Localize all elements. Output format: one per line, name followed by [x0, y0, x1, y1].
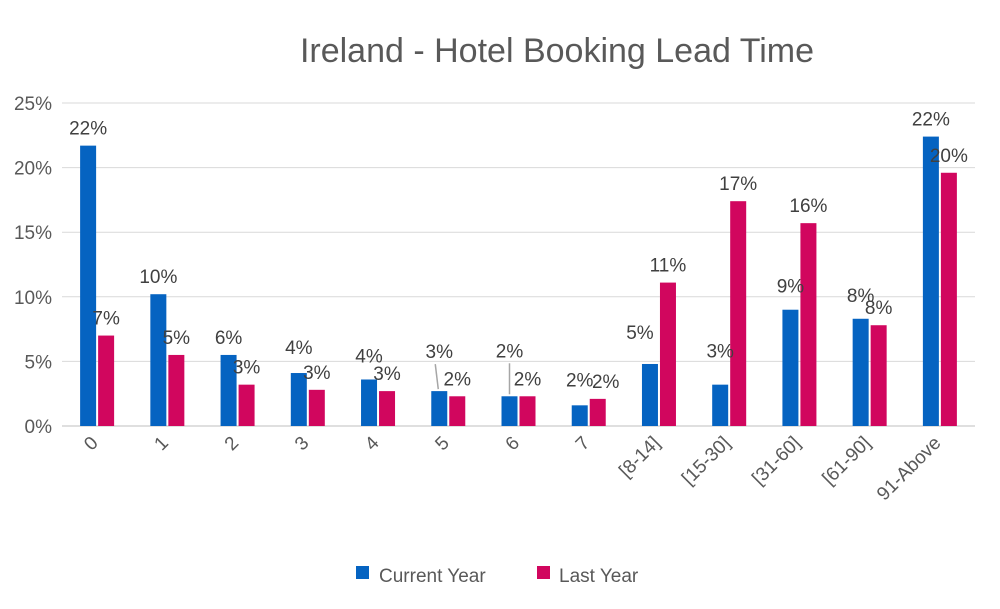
x-tick-label: 1: [151, 433, 173, 455]
bar-current-year: [922, 136, 939, 427]
x-tick-label: [31-60]: [748, 433, 805, 490]
x-tick-label: 0: [80, 433, 102, 455]
data-label-last-year: 3%: [303, 363, 331, 384]
label-leader-lines: [434, 363, 511, 395]
y-tick-label: 20%: [14, 159, 52, 180]
data-label-last-year: 3%: [233, 358, 261, 379]
data-label-current-year: 10%: [139, 267, 177, 288]
bar-last-year: [730, 201, 747, 426]
data-label-current-year: 6%: [215, 328, 243, 349]
bar-current-year: [852, 318, 869, 426]
label-leader-line: [434, 364, 440, 390]
bar-current-year: [431, 391, 448, 426]
bar-last-year: [870, 325, 887, 426]
data-label-last-year: 2%: [592, 372, 620, 393]
legend: Current Year Last Year: [356, 566, 639, 587]
bar-current-year: [361, 379, 378, 426]
x-tick-label: 4: [361, 432, 384, 455]
data-labels: 22%10%6% 4% 4% 3% 2%2%5%3%9% 8%22%7%5%3% 3% 3% 2…: [69, 110, 968, 393]
data-label-last-year: 7%: [92, 309, 120, 330]
bar-current-year: [220, 354, 237, 426]
bar-last-year: [519, 396, 536, 426]
data-label-current-year: 22%: [69, 119, 107, 140]
data-label-last-year: 11%: [650, 256, 687, 277]
x-tick-label: 6: [502, 433, 524, 455]
bar-last-year: [238, 384, 255, 426]
y-axis-ticks: 0% 5% 10% 15% 20% 25%: [14, 94, 52, 438]
data-label-current-year: 8%: [847, 286, 875, 307]
data-label-last-year: 2%: [514, 369, 542, 390]
x-tick-label: 2: [221, 433, 243, 455]
bar-current-year: [80, 145, 97, 427]
data-label-last-year: 3%: [373, 364, 401, 385]
data-label-last-year: 8%: [865, 298, 893, 319]
data-label-current-year: 22%: [912, 110, 950, 131]
chart-title: Ireland - Hotel Booking Lead Time: [300, 32, 814, 70]
y-tick-label: 0%: [25, 417, 53, 438]
bars: [80, 136, 957, 427]
x-tick-label: 3: [291, 433, 313, 455]
x-tick-label: [8-14]: [615, 433, 664, 482]
data-label-current-year: 9%: [777, 277, 805, 298]
data-label-last-year: 16%: [789, 196, 827, 217]
legend-label-last-year: Last Year: [559, 566, 639, 587]
bar-current-year: [290, 373, 307, 426]
data-label-current-year: 2%: [566, 370, 594, 391]
data-label-last-year: 20%: [930, 146, 968, 167]
data-label-current-year: 3%: [706, 342, 734, 363]
bar-last-year: [379, 391, 396, 426]
y-tick-label: 5%: [25, 352, 53, 373]
bar-current-year: [501, 396, 518, 426]
legend-swatch-last-year: [537, 566, 550, 579]
bar-current-year: [150, 294, 167, 426]
bar-last-year: [659, 282, 676, 426]
bar-current-year: [782, 309, 799, 426]
x-tick-label: [15-30]: [678, 433, 735, 490]
data-label-current-year: 3%: [426, 342, 454, 363]
legend-swatch-current-year: [356, 566, 369, 579]
bar-last-year: [308, 389, 325, 426]
y-tick-label: 10%: [14, 288, 52, 309]
bar-current-year: [641, 363, 658, 426]
legend-label-current-year: Current Year: [379, 566, 486, 587]
data-label-last-year: 17%: [719, 174, 757, 195]
y-tick-label: 25%: [14, 94, 52, 115]
bar-last-year: [940, 172, 957, 426]
x-tick-label: 91-Above: [873, 433, 945, 505]
data-label-current-year: 5%: [626, 323, 654, 344]
bar-last-year: [168, 354, 185, 426]
data-label-current-year: 4%: [355, 346, 383, 367]
x-tick-label: [61-90]: [819, 433, 876, 490]
data-label-last-year: 2%: [444, 369, 472, 390]
bar-last-year: [800, 223, 817, 426]
y-tick-label: 15%: [14, 223, 52, 244]
x-tick-label: 7: [572, 433, 594, 455]
data-label-last-year: 5%: [163, 328, 191, 349]
bar-last-year: [589, 398, 606, 426]
x-tick-label: 5: [431, 433, 453, 455]
bar-current-year: [571, 405, 588, 426]
bar-current-year: [712, 384, 729, 426]
data-label-current-year: 2%: [496, 341, 524, 362]
x-axis-ticks: 0 1 2 3 4 5 6 7 [8-14] [15-30] [31-60] [61-90]91-Ab…: [80, 432, 945, 505]
gridlines: [62, 102, 975, 427]
data-label-current-year: 4%: [285, 338, 313, 359]
bar-last-year: [449, 396, 466, 426]
bar-last-year: [98, 335, 115, 426]
